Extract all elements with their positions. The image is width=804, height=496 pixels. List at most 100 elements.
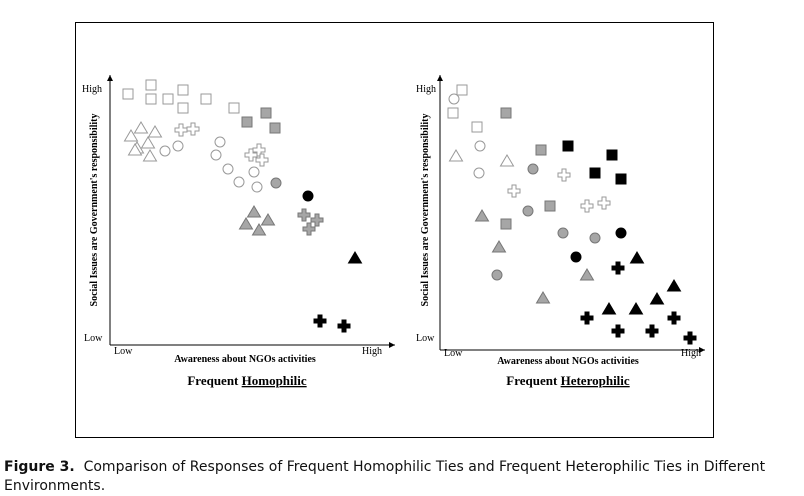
cross-marker xyxy=(174,123,188,137)
circle-marker xyxy=(570,251,582,263)
x-high-label: High xyxy=(681,348,701,359)
square-marker xyxy=(260,107,272,119)
square-marker xyxy=(447,107,459,119)
y-high-label: High xyxy=(82,84,102,95)
triangle-marker xyxy=(535,291,551,304)
square-marker xyxy=(145,93,157,105)
triangle-marker xyxy=(251,223,267,236)
x-low-label: Low xyxy=(444,348,463,359)
circle-marker xyxy=(159,145,171,157)
triangle-marker xyxy=(127,143,143,156)
square-marker xyxy=(589,167,601,179)
circle-marker xyxy=(302,190,314,202)
y-axis-label: Social Issues are Government's responsib… xyxy=(420,114,431,307)
triangle-marker xyxy=(499,154,515,167)
caption-label: Figure 3. xyxy=(4,459,75,475)
cross-marker xyxy=(557,168,571,182)
square-marker xyxy=(177,84,189,96)
x-axis-label: Awareness about NGOs activities xyxy=(497,356,639,367)
square-marker xyxy=(471,121,483,133)
circle-marker xyxy=(248,166,260,178)
triangle-marker xyxy=(649,292,665,305)
cross-marker xyxy=(667,311,681,325)
cross-marker xyxy=(611,324,625,338)
panel-title: Frequent Homophilic xyxy=(187,373,307,388)
circle-marker xyxy=(522,205,534,217)
triangle-marker xyxy=(629,251,645,264)
x-high-label: High xyxy=(362,346,382,357)
cross-marker xyxy=(255,153,269,167)
triangle-marker xyxy=(347,251,363,264)
cross-marker xyxy=(507,184,521,198)
square-marker xyxy=(500,218,512,230)
cross-marker xyxy=(310,213,324,227)
cross-marker xyxy=(337,319,351,333)
circle-marker xyxy=(557,227,569,239)
y-high-label: High xyxy=(416,84,436,95)
caption-text: Comparison of Responses of Frequent Homo… xyxy=(4,459,766,494)
square-marker xyxy=(122,88,134,100)
square-marker xyxy=(456,84,468,96)
circle-marker xyxy=(615,227,627,239)
cross-marker xyxy=(580,311,594,325)
circle-marker xyxy=(491,269,503,281)
circle-marker xyxy=(473,167,485,179)
panel-title: Frequent Heterophilic xyxy=(506,373,630,388)
triangle-marker xyxy=(448,149,464,162)
cross-marker xyxy=(580,199,594,213)
triangle-marker xyxy=(579,268,595,281)
y-axis-label: Social Issues are Government's responsib… xyxy=(89,114,100,307)
square-marker xyxy=(500,107,512,119)
square-marker xyxy=(228,102,240,114)
y-low-label: Low xyxy=(84,333,103,344)
triangle-marker xyxy=(133,121,149,134)
figure: High Low Low High Awareness about NGOs activ… xyxy=(75,22,714,438)
x-low-label: Low xyxy=(114,346,133,357)
title-prefix: Frequent xyxy=(506,373,558,388)
square-marker xyxy=(606,149,618,161)
circle-marker xyxy=(474,140,486,152)
triangle-marker xyxy=(140,136,156,149)
title-prefix: Frequent xyxy=(187,373,239,388)
circle-marker xyxy=(214,136,226,148)
triangle-marker xyxy=(666,279,682,292)
triangle-marker xyxy=(474,209,490,222)
cross-marker xyxy=(297,208,311,222)
cross-marker xyxy=(611,261,625,275)
cross-marker xyxy=(313,314,327,328)
frame xyxy=(75,22,714,438)
circle-marker xyxy=(251,181,263,193)
square-marker xyxy=(269,122,281,134)
title-emphasis: Homophilic xyxy=(242,373,307,388)
triangle-marker xyxy=(491,240,507,253)
title-emphasis: Heterophilic xyxy=(561,373,630,388)
triangle-marker xyxy=(123,129,139,142)
triangle-marker xyxy=(142,149,158,162)
triangle-marker xyxy=(147,125,163,138)
square-marker xyxy=(562,140,574,152)
circle-marker xyxy=(448,93,460,105)
x-axis-label: Awareness about NGOs activities xyxy=(174,354,316,365)
caption: Figure 3. Comparison of Responses of Fre… xyxy=(4,458,794,496)
circle-marker xyxy=(527,163,539,175)
triangle-marker xyxy=(260,213,276,226)
cross-marker xyxy=(302,222,316,236)
circle-marker xyxy=(270,177,282,189)
circle-marker xyxy=(172,140,184,152)
triangle-marker xyxy=(238,217,254,230)
circle-marker xyxy=(222,163,234,175)
square-marker xyxy=(162,93,174,105)
triangle-marker xyxy=(601,302,617,315)
triangle-marker xyxy=(246,205,262,218)
cross-marker xyxy=(645,324,659,338)
cross-marker xyxy=(186,122,200,136)
cross-marker xyxy=(683,331,697,345)
square-marker xyxy=(535,144,547,156)
square-marker xyxy=(241,116,253,128)
square-marker xyxy=(177,102,189,114)
circle-marker xyxy=(589,232,601,244)
square-marker xyxy=(200,93,212,105)
square-marker xyxy=(145,79,157,91)
y-low-label: Low xyxy=(416,333,435,344)
